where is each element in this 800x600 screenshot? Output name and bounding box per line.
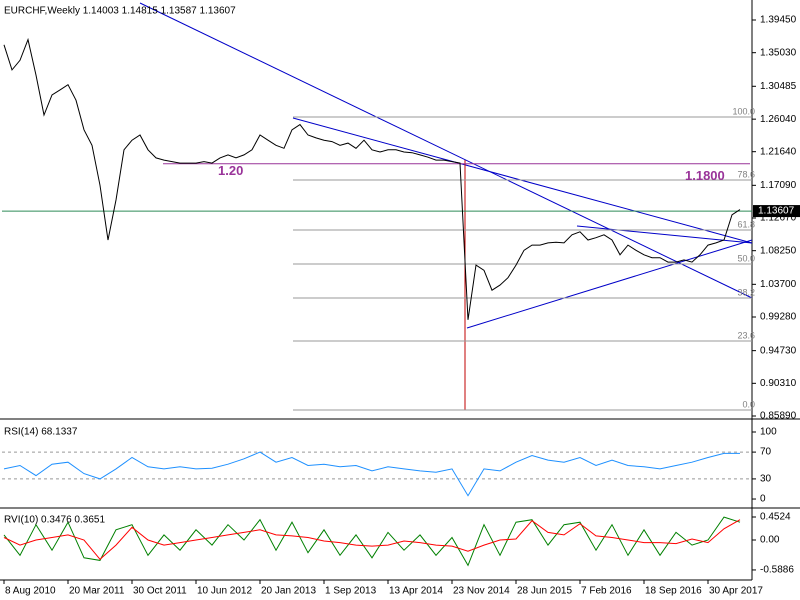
y-tick-label: 0.85890 [760, 411, 797, 422]
y-tick-label: 0.00 [760, 535, 780, 546]
y-tick-label: 1.08250 [760, 245, 797, 256]
y-tick-label: 0.94730 [760, 345, 797, 356]
annotation: 1.20 [218, 163, 243, 178]
fib-label: 78.6 [737, 169, 755, 179]
fib-label: 23.6 [737, 330, 755, 340]
fib-label: 100.0 [732, 106, 755, 116]
x-tick-label: 18 Sep 2016 [645, 586, 702, 597]
fib-label: 50.0 [737, 253, 755, 263]
y-tick-label: 1.26040 [760, 114, 797, 125]
fib-label: 0.0 [742, 399, 755, 409]
fib-label: 38.2 [737, 287, 755, 297]
y-tick-label: 1.21640 [760, 146, 797, 157]
rsi-title: RSI(14) 68.1337 [4, 427, 78, 438]
series-line [3, 37, 741, 320]
plot-layer [2, 37, 752, 567]
trendline [139, 2, 753, 299]
y-tick-label: 1.35030 [760, 47, 797, 58]
x-tick-label: 23 Nov 2014 [453, 586, 510, 597]
annotation: 1.1800 [685, 168, 725, 183]
x-tick-label: 13 Apr 2014 [389, 586, 443, 597]
y-tick-label: 1.03700 [760, 279, 797, 290]
x-tick-label: 1 Sep 2013 [325, 586, 377, 597]
y-tick-label: 1.17090 [760, 180, 797, 191]
y-tick-label: 0.90310 [760, 378, 797, 389]
trendline [466, 239, 753, 329]
x-tick-label: 30 Apr 2017 [709, 586, 763, 597]
x-tick-label: 20 Jan 2013 [261, 586, 316, 597]
y-tick-label: 0.99280 [760, 312, 797, 323]
series-line [3, 451, 740, 497]
current-price-box [753, 205, 800, 218]
y-tick-label: 1.39450 [760, 15, 797, 26]
y-tick-label: 30 [760, 474, 772, 485]
x-tick-label: 10 Jun 2012 [197, 586, 252, 597]
y-tick-label: 1.12670 [760, 213, 797, 224]
fib-label: 61.8 [737, 219, 755, 229]
chart-title: EURCHF,Weekly 1.14003 1.14815 1.13587 1.… [4, 6, 236, 17]
x-tick-label: 7 Feb 2016 [581, 586, 632, 597]
series-line [3, 519, 741, 561]
rvi-title: RVI(10) 0.3476 0.3651 [4, 515, 105, 526]
x-tick-label: 8 Aug 2010 [5, 586, 56, 597]
y-tick-label: -0.5886 [760, 565, 794, 576]
series-line [3, 516, 741, 567]
x-tick-label: 30 Oct 2011 [133, 586, 187, 597]
y-tick-label: 0.4524 [760, 512, 791, 523]
y-tick-label: 0 [760, 494, 766, 505]
y-tick-label: 1.30485 [760, 81, 797, 92]
x-tick-label: 28 Jun 2015 [517, 586, 572, 597]
x-tick-label: 20 Mar 2011 [69, 586, 125, 597]
y-tick-label: 70 [760, 447, 772, 458]
current-price-label: 1.13607 [758, 206, 795, 217]
y-tick-label: 100 [760, 427, 777, 438]
